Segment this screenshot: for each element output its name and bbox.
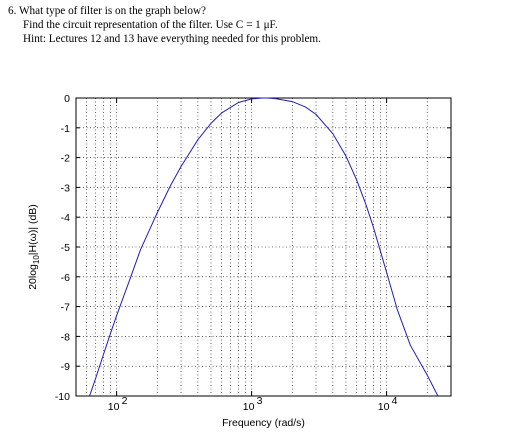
y-tick-label: -4 bbox=[61, 212, 70, 224]
y-tick-label: -6 bbox=[61, 272, 70, 284]
y-tick-label: -7 bbox=[61, 302, 70, 314]
x-axis-label: Frequency (rad/s) bbox=[222, 417, 305, 429]
x-tick-label-exponent: 4 bbox=[392, 395, 398, 407]
x-tick-label-exponent: 3 bbox=[257, 395, 263, 407]
y-tick-label: -9 bbox=[61, 361, 70, 373]
question-line-1: 6. What type of filter is on the graph b… bbox=[8, 5, 207, 17]
x-tick-label: 10 bbox=[243, 401, 255, 413]
y-tick-label: -1 bbox=[61, 123, 70, 135]
question-line-3: Hint: Lectures 12 and 13 have everything… bbox=[23, 33, 321, 45]
x-tick-label: 10 bbox=[378, 401, 390, 413]
y-tick-label: -10 bbox=[55, 391, 70, 403]
y-tick-label: -2 bbox=[61, 153, 70, 165]
data-series bbox=[89, 97, 439, 397]
question-line-2: Find the circuit representation of the f… bbox=[23, 19, 278, 31]
y-tick-label: -3 bbox=[61, 182, 70, 194]
x-tick-label: 10 bbox=[108, 401, 120, 413]
y-axis-label: 20log10|H(ω)| (dB) bbox=[27, 204, 41, 290]
grid-lines bbox=[75, 97, 452, 397]
y-tick-label: 0 bbox=[64, 93, 70, 105]
magnitude-response-line bbox=[89, 97, 439, 397]
y-tick-label: -8 bbox=[61, 331, 70, 343]
question-text: 6. What type of filter is on the graph b… bbox=[8, 4, 523, 46]
y-tick-label: -5 bbox=[61, 242, 70, 254]
x-tick-label-exponent: 2 bbox=[122, 395, 128, 407]
